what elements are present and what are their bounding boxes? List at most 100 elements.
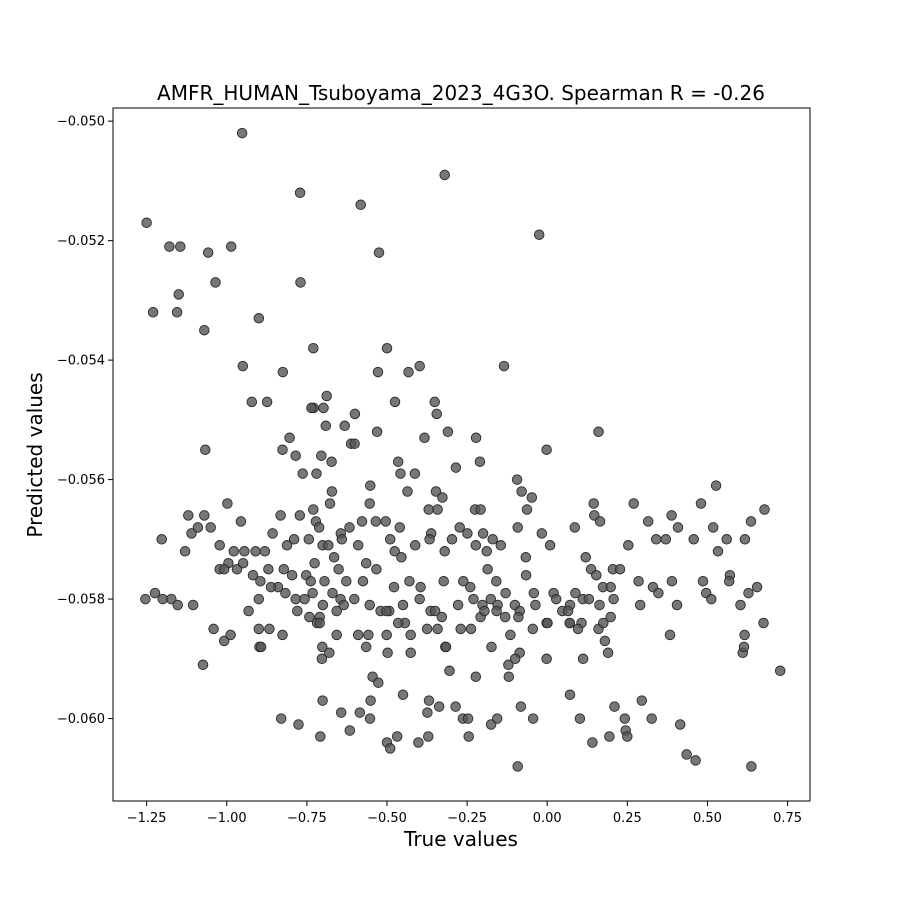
- points-layer: [140, 127, 786, 772]
- data-point: [440, 641, 452, 653]
- data-point: [541, 444, 552, 455]
- data-point: [450, 462, 462, 473]
- data-point: [413, 737, 424, 748]
- data-point: [479, 605, 490, 617]
- data-point: [354, 707, 366, 718]
- data-point: [338, 599, 349, 611]
- data-point: [503, 671, 515, 682]
- data-point: [474, 456, 486, 467]
- data-point: [277, 444, 288, 455]
- data-point: [751, 581, 763, 593]
- data-point: [604, 731, 615, 742]
- data-point: [723, 575, 735, 587]
- data-point: [721, 534, 732, 545]
- data-point: [278, 563, 290, 575]
- data-point: [409, 468, 421, 479]
- data-point: [505, 629, 516, 641]
- data-point: [516, 486, 527, 497]
- data-point: [186, 528, 197, 539]
- data-point: [371, 563, 382, 575]
- data-point: [324, 647, 335, 659]
- data-point: [326, 456, 337, 467]
- data-point: [250, 546, 261, 557]
- data-point: [384, 534, 396, 545]
- data-point: [308, 504, 319, 515]
- data-point: [500, 587, 511, 599]
- data-point: [628, 498, 639, 509]
- data-point: [317, 695, 328, 706]
- data-point: [311, 468, 322, 479]
- data-point: [512, 522, 523, 533]
- data-point: [389, 546, 400, 557]
- y-tick-label: −0.052: [57, 234, 105, 249]
- data-point: [695, 498, 707, 509]
- data-point: [173, 289, 184, 300]
- data-point: [404, 575, 415, 587]
- data-point: [228, 546, 240, 557]
- data-point: [315, 731, 326, 742]
- data-point: [235, 516, 247, 527]
- data-point: [438, 575, 449, 587]
- data-point: [468, 593, 479, 605]
- data-point: [199, 324, 210, 336]
- data-point: [394, 522, 406, 533]
- data-point: [424, 534, 435, 545]
- data-point: [743, 587, 754, 599]
- data-point: [344, 725, 356, 736]
- data-point: [542, 617, 553, 629]
- data-point: [653, 587, 664, 599]
- data-point: [422, 707, 433, 718]
- data-point: [646, 713, 657, 724]
- data-point: [470, 540, 482, 551]
- data-point: [591, 569, 602, 581]
- data-point: [642, 516, 654, 527]
- data-point: [218, 635, 230, 647]
- data-point: [164, 241, 175, 252]
- data-point: [314, 617, 325, 629]
- data-point: [481, 546, 492, 557]
- data-point: [745, 516, 757, 527]
- data-point: [530, 599, 541, 611]
- data-point: [526, 492, 538, 503]
- data-point: [527, 713, 539, 724]
- data-point: [397, 599, 409, 611]
- data-point: [671, 599, 683, 611]
- x-tick-label: −1.25: [127, 811, 167, 826]
- data-point: [281, 540, 293, 551]
- data-point: [433, 701, 445, 712]
- data-point: [336, 534, 348, 545]
- data-point: [373, 677, 384, 688]
- data-point: [712, 546, 724, 557]
- data-point: [237, 360, 249, 372]
- data-point: [623, 540, 634, 551]
- data-point: [511, 474, 523, 485]
- data-point: [650, 534, 662, 545]
- data-point: [349, 408, 361, 420]
- data-point: [707, 522, 719, 533]
- x-tick-label: −0.50: [367, 811, 407, 826]
- data-point: [666, 575, 678, 587]
- data-point: [520, 569, 532, 581]
- data-point: [458, 575, 469, 587]
- data-point: [323, 540, 334, 551]
- data-point: [455, 623, 466, 635]
- data-point: [414, 593, 425, 605]
- data-point: [316, 653, 328, 665]
- data-point: [246, 396, 258, 408]
- data-point: [197, 659, 209, 671]
- data-point: [331, 629, 342, 641]
- data-point: [141, 217, 152, 228]
- data-point: [396, 552, 407, 563]
- data-point: [352, 629, 364, 641]
- data-point: [605, 581, 616, 593]
- data-point: [171, 307, 183, 318]
- data-point: [357, 575, 369, 587]
- data-point: [513, 611, 524, 623]
- data-point: [619, 713, 631, 724]
- data-point: [391, 731, 403, 742]
- data-point: [495, 540, 507, 551]
- data-point: [562, 605, 574, 617]
- data-point: [225, 629, 236, 641]
- data-point: [316, 450, 327, 461]
